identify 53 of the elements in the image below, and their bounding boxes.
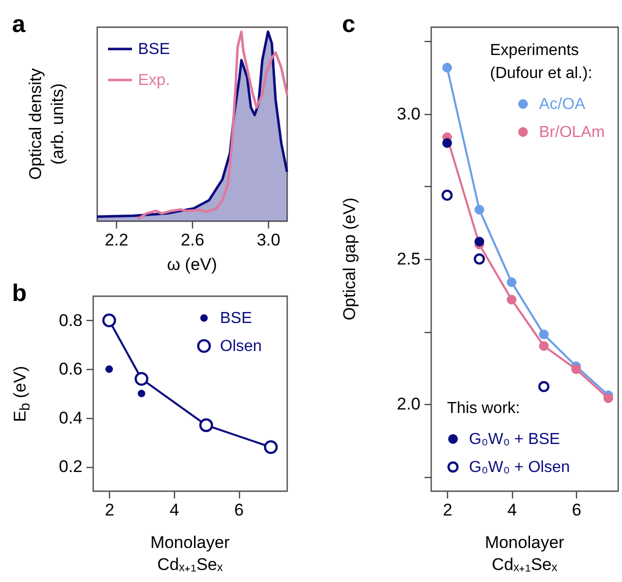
y-axis-title: Optical density (arb. units) [25, 68, 68, 180]
x-tick-label: 2 [104, 500, 114, 520]
point [538, 330, 549, 340]
x-tick-label: 2.6 [180, 230, 204, 250]
chart-title: b [12, 280, 27, 307]
point [442, 62, 452, 72]
legend-title: Experiments (Dufour et al.): [490, 42, 592, 82]
y-tick-label: 2.5 [396, 250, 420, 268]
point [134, 372, 148, 386]
x-tick-label: 3.0 [256, 230, 280, 250]
legend-label: Ac/OA [539, 96, 586, 113]
point [138, 390, 146, 398]
point [538, 381, 550, 392]
point [442, 138, 452, 148]
point [442, 190, 453, 201]
point [603, 393, 614, 404]
y-tick-label: 0.6 [58, 360, 82, 379]
point [474, 204, 484, 215]
x-axis-title: ω (eV) [166, 254, 218, 276]
x-axis-title: Monolayer Cdₓ₊₁Seₓ [150, 532, 230, 576]
y-tick-label: 0.2 [58, 457, 82, 476]
chart-title: c [342, 11, 356, 38]
x-tick-label: 2.2 [104, 230, 128, 250]
x-tick-label: 6 [572, 500, 582, 520]
y-tick-label: 0.8 [58, 310, 82, 330]
point [102, 313, 116, 328]
y-tick-label: 2.0 [396, 394, 420, 414]
x-tick-label: 6 [234, 500, 244, 520]
point [474, 253, 485, 265]
legend-label: G₀W₀ + BSE [469, 431, 560, 448]
chart-title: a [12, 11, 26, 38]
x-tick-label: 2 [442, 500, 452, 520]
legend-label: Olsen [220, 338, 262, 355]
legend-label: BSE [220, 310, 252, 327]
y-tick-label: 3.0 [396, 104, 420, 124]
legend-label: G₀W₀ + Olsen [469, 459, 570, 476]
point [506, 294, 516, 304]
point [264, 440, 278, 454]
legend-label: Br/OLAm [539, 124, 605, 141]
x-tick-label: 4 [170, 500, 180, 520]
annotation: This work: [447, 400, 520, 417]
point [105, 365, 113, 373]
point [538, 341, 549, 351]
point [474, 236, 484, 246]
point [506, 277, 516, 288]
y-tick-label: 0.4 [58, 408, 82, 428]
point [571, 364, 581, 374]
point [199, 418, 214, 432]
legend-label: BSE [138, 41, 170, 58]
y-axis-title: Optical gap (eV) [339, 198, 360, 320]
x-tick-label: 4 [507, 500, 517, 520]
x-axis-title: Monolayer Cdₓ₊₁Seₓ [484, 532, 564, 576]
legend-label: Exp. [138, 72, 170, 89]
